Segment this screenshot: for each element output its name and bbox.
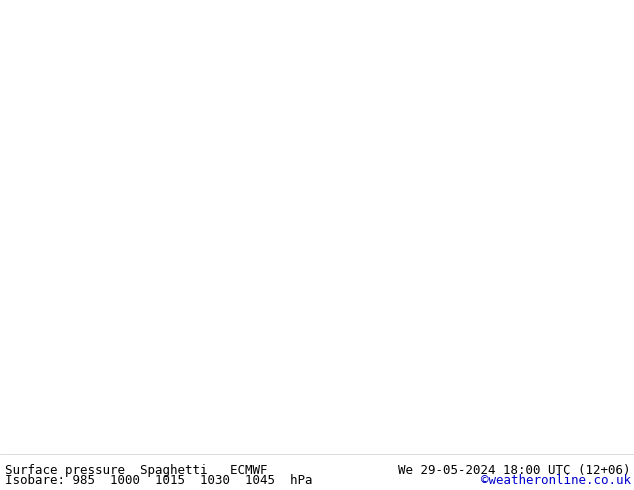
Text: Isobare: 985  1000  1015  1030  1045  hPa: Isobare: 985 1000 1015 1030 1045 hPa (5, 474, 313, 487)
Text: ©weatheronline.co.uk: ©weatheronline.co.uk (481, 474, 631, 487)
Text: We 29-05-2024 18:00 UTC (12+06): We 29-05-2024 18:00 UTC (12+06) (398, 464, 631, 477)
Text: Surface pressure  Spaghetti   ECMWF: Surface pressure Spaghetti ECMWF (5, 464, 268, 477)
